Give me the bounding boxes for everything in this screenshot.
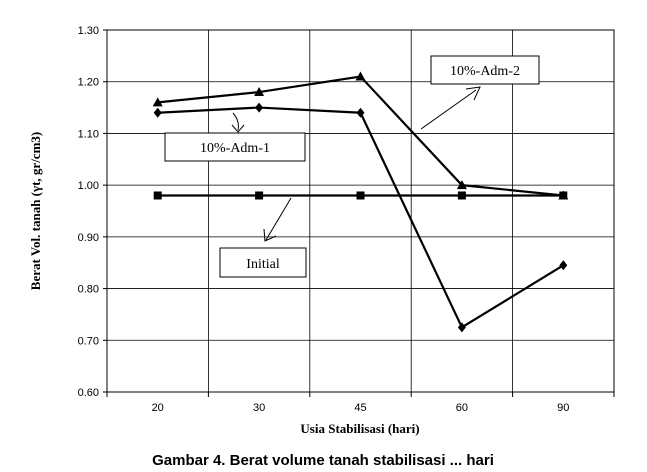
x-tick-label: 90 (557, 402, 569, 414)
data-point-diamond (457, 322, 466, 333)
x-tick-label: 45 (354, 402, 366, 414)
series-label-10pct-adm-1: 10%-Adm-1 (200, 141, 270, 156)
annotation-initial: Initial (219, 197, 307, 278)
annotation-box (219, 247, 307, 278)
arrow-head (231, 124, 245, 133)
y-tick-label: 0.70 (78, 335, 99, 347)
x-axis-title: Usia Stabilisasi (hari) (300, 421, 419, 436)
x-tick-label: 20 (152, 402, 164, 414)
data-point-square (356, 191, 365, 200)
x-tick-label: 30 (253, 402, 265, 414)
data-point-triangle (152, 97, 163, 107)
y-axis-title: Berat Vol. tanah (γt, gr/cm3) (28, 132, 43, 290)
y-tick-label: 0.60 (78, 387, 99, 399)
y-tick-label: 1.30 (78, 25, 99, 37)
arrow-head (263, 228, 277, 242)
data-point-diamond (559, 260, 568, 271)
y-tick-label: 1.10 (78, 128, 99, 140)
y-tick-label: 1.20 (78, 77, 99, 89)
data-point-square (153, 191, 162, 200)
data-point-square (559, 191, 568, 200)
data-point-square (457, 191, 466, 200)
annotation-box (164, 132, 306, 162)
data-point-square (255, 191, 264, 200)
series-lines (152, 71, 569, 333)
leader-line (420, 89, 477, 130)
leader-line (265, 197, 292, 241)
data-point-triangle (456, 180, 467, 190)
y-tick-label: 0.90 (78, 232, 99, 244)
data-point-diamond (255, 102, 264, 113)
y-tick-label: 1.00 (78, 180, 99, 192)
leader-line (232, 112, 239, 131)
annotation-box (430, 55, 540, 85)
arrow-head (465, 86, 481, 101)
x-axis-ticks: 20 30 45 60 90 (106, 392, 615, 414)
series-label-initial: Initial (246, 257, 280, 272)
y-axis-ticks: 0.60 0.70 0.80 0.90 1.00 1.10 1.20 1.30 (78, 25, 107, 399)
plot-area-border (106, 29, 615, 393)
data-point-triangle (254, 87, 265, 97)
x-tick-label: 60 (456, 402, 468, 414)
annotation-10pct-adm-2: 10%-Adm-2 (420, 55, 540, 130)
figure-caption: Gambar 4. Berat volume tanah stabilisasi… (152, 452, 494, 469)
annotation-10pct-adm-1: 10%-Adm-1 (164, 112, 306, 162)
series-label-10pct-adm-2: 10%-Adm-2 (450, 64, 520, 79)
data-point-diamond (356, 107, 365, 118)
y-tick-label: 0.80 (78, 284, 99, 296)
data-point-triangle (355, 71, 366, 81)
data-point-diamond (153, 107, 162, 118)
